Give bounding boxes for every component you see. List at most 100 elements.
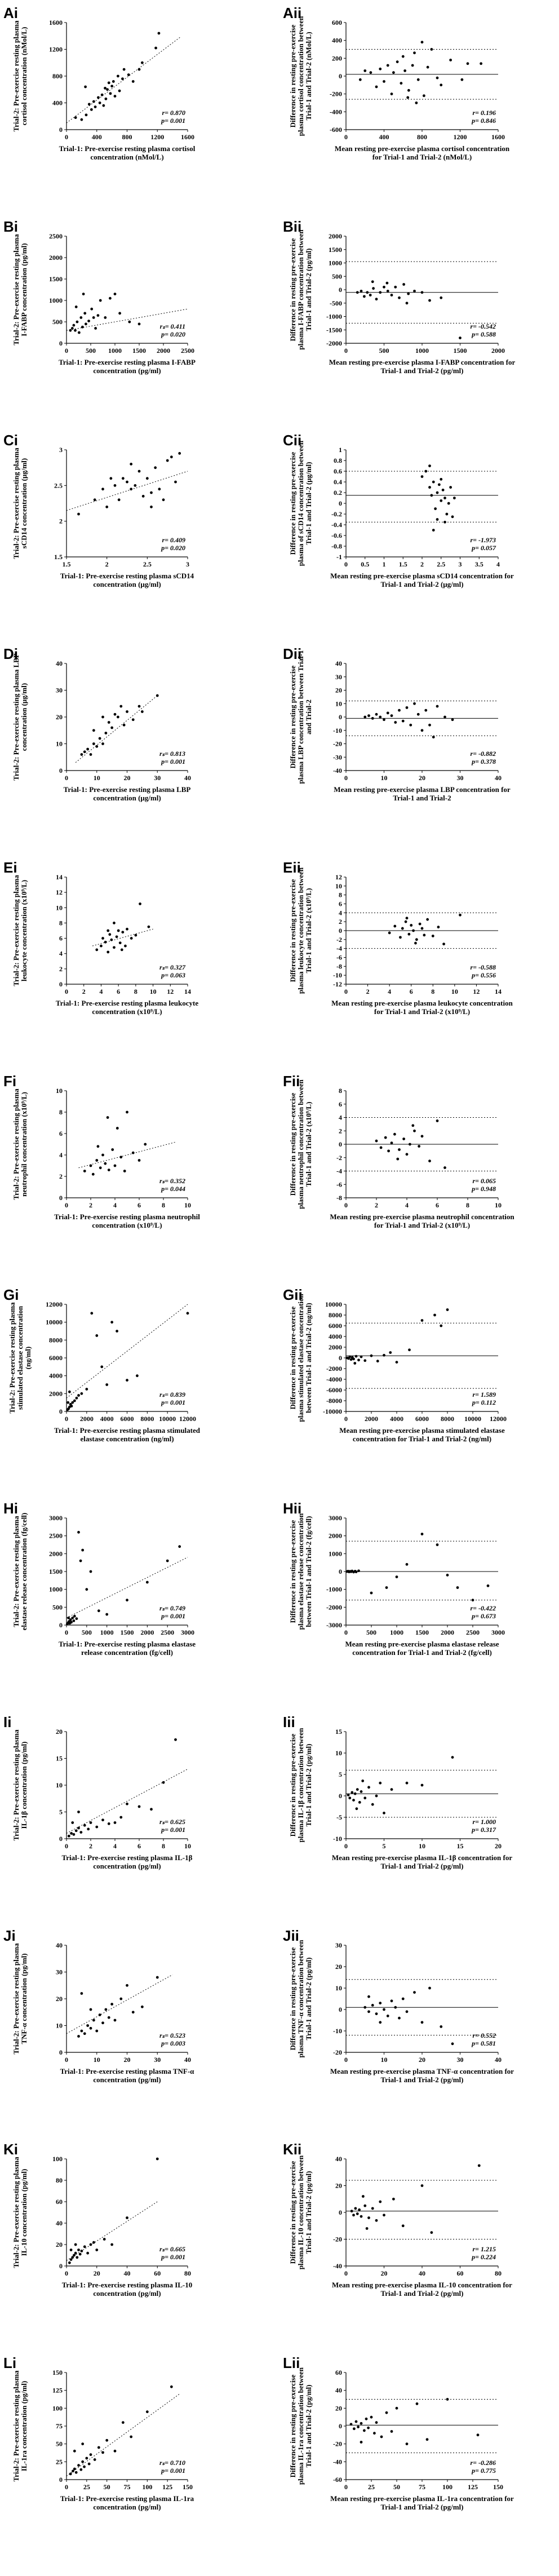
data-point bbox=[73, 2467, 76, 2471]
y-axis-title: Difference in resting pre-exercise bbox=[289, 1947, 297, 2050]
x-tick-label: 30 bbox=[154, 774, 161, 782]
data-point bbox=[420, 1533, 424, 1535]
x-axis-title: Mean resting pre-exercise plasma sCD14 c… bbox=[330, 572, 514, 580]
chart-panel-Bi: Bi 0 500 1000 1500 2000 2500 0 500 1000 1500 2000 25… bbox=[3, 218, 196, 375]
chart-panel-Aii: Aii 0 400 800 1200 1600 -600 -400 -200 0 200 400 600… bbox=[283, 5, 510, 161]
stat-label: rₛ= 0.327 bbox=[159, 963, 186, 971]
y-axis-title: plasma leukocyte concentration between bbox=[296, 867, 305, 994]
data-point bbox=[400, 82, 403, 85]
x-tick-label: 125 bbox=[468, 2483, 478, 2491]
y-axis-title: Trial-2: Pre-exercise resting plasma bbox=[12, 448, 20, 559]
data-point bbox=[447, 502, 450, 505]
y-tick-label: 4000 bbox=[49, 1372, 63, 1380]
x-axis-title: concentration (pg/ml) bbox=[93, 1862, 161, 1870]
stat-label: rₛ= 0.352 bbox=[159, 1177, 185, 1185]
data-point bbox=[126, 1599, 128, 1602]
y-tick-label: 14 bbox=[56, 873, 63, 881]
data-point bbox=[113, 293, 117, 295]
data-point bbox=[101, 2451, 104, 2454]
y-axis-title: Trial-2: Pre-exercise resting plasma bbox=[12, 234, 20, 346]
data-point bbox=[124, 944, 127, 948]
stat-label: p= 0.057 bbox=[471, 544, 496, 552]
x-axis-title: Trial-1 and Trial-2 (pg/ml) bbox=[381, 2503, 464, 2511]
panel-label: Hi bbox=[3, 1500, 18, 1517]
y-tick-label: -20 bbox=[333, 740, 342, 748]
data-point bbox=[92, 316, 95, 319]
x-tick-label: 1600 bbox=[491, 133, 505, 141]
data-point bbox=[79, 2468, 83, 2471]
y-tick-label: 75 bbox=[56, 2422, 63, 2430]
y-tick-label: -2000 bbox=[326, 339, 342, 347]
y-tick-label: 8 bbox=[59, 1108, 63, 1116]
data-point bbox=[420, 1783, 424, 1787]
x-tick-label: 2 bbox=[420, 560, 424, 568]
data-point bbox=[386, 289, 389, 293]
data-point bbox=[92, 729, 95, 732]
data-point bbox=[396, 60, 399, 64]
regression-line bbox=[66, 37, 180, 123]
x-tick-label: 12 bbox=[167, 988, 174, 995]
data-point bbox=[113, 922, 116, 924]
y-tick-label: -10 bbox=[333, 727, 342, 734]
x-tick-label: 800 bbox=[417, 133, 427, 141]
x-tick-label: 30 bbox=[457, 774, 464, 782]
y-tick-label: 40 bbox=[335, 660, 342, 667]
data-point bbox=[97, 2446, 100, 2449]
data-point bbox=[113, 2019, 117, 2022]
data-point bbox=[89, 2008, 92, 2011]
x-tick-label: 800 bbox=[122, 133, 132, 141]
y-tick-label: -6 bbox=[336, 954, 342, 962]
data-point bbox=[365, 2417, 368, 2420]
y-tick-label: -3000 bbox=[326, 1621, 342, 1629]
data-point bbox=[354, 1570, 358, 1574]
x-tick-label: 1000 bbox=[390, 1628, 403, 1636]
y-tick-label: -2000 bbox=[326, 1603, 342, 1611]
y-axis-title: Trial-2: Pre-exercise resting plasma bbox=[12, 20, 20, 132]
y-tick-label: 10 bbox=[56, 740, 63, 748]
data-point bbox=[127, 73, 130, 77]
data-point bbox=[360, 2215, 363, 2218]
data-point bbox=[141, 494, 145, 498]
stat-label: p= 0.001 bbox=[161, 758, 185, 765]
data-point bbox=[145, 1581, 149, 1584]
y-axis-title: Difference in resting pre-exercise bbox=[289, 1306, 297, 1409]
y-tick-label: 6000 bbox=[49, 1354, 63, 1362]
data-point bbox=[86, 2024, 90, 2027]
y-tick-label: 2 bbox=[59, 517, 63, 525]
data-point bbox=[116, 74, 119, 78]
data-point bbox=[425, 2438, 429, 2441]
data-point bbox=[93, 2458, 96, 2461]
data-point bbox=[123, 1170, 126, 1172]
stat-label: rₛ= 0.839 bbox=[159, 1391, 185, 1398]
data-point bbox=[357, 1358, 360, 1362]
data-point bbox=[389, 1351, 392, 1354]
stat-label: r= -1.973 bbox=[470, 536, 496, 544]
data-point bbox=[451, 2042, 454, 2046]
stat-label: p= 0.673 bbox=[471, 1612, 496, 1620]
x-tick-label: 1200 bbox=[454, 133, 467, 141]
y-tick-label: -0.6 bbox=[331, 532, 342, 539]
data-point bbox=[85, 2457, 88, 2460]
y-tick-label: 2 bbox=[339, 918, 342, 926]
x-tick-label: 4 bbox=[496, 560, 500, 568]
data-point bbox=[72, 324, 76, 327]
stat-label: p= 0.581 bbox=[471, 2039, 496, 2047]
data-point bbox=[393, 1132, 396, 1136]
y-axis-title: between Trial-1 and Trial-2 (fg/cell) bbox=[304, 1516, 313, 1627]
data-point bbox=[80, 753, 83, 756]
data-point bbox=[107, 81, 110, 85]
chart-panel-Ai: Ai 0 400 800 1200 1600 0 400 800 1200 1600 r= 0.870… bbox=[3, 5, 196, 161]
data-point bbox=[75, 1396, 78, 1400]
data-point bbox=[170, 2385, 173, 2388]
x-tick-label: 30 bbox=[154, 2056, 161, 2064]
data-point bbox=[83, 1823, 86, 1827]
data-point bbox=[399, 936, 402, 939]
data-point bbox=[130, 462, 133, 466]
data-point bbox=[70, 327, 74, 330]
y-axis-title: Trial-1 and Trial-2 (x10⁹/L) bbox=[304, 888, 313, 973]
data-point bbox=[97, 96, 100, 99]
x-tick-label: 1000 bbox=[108, 347, 122, 355]
